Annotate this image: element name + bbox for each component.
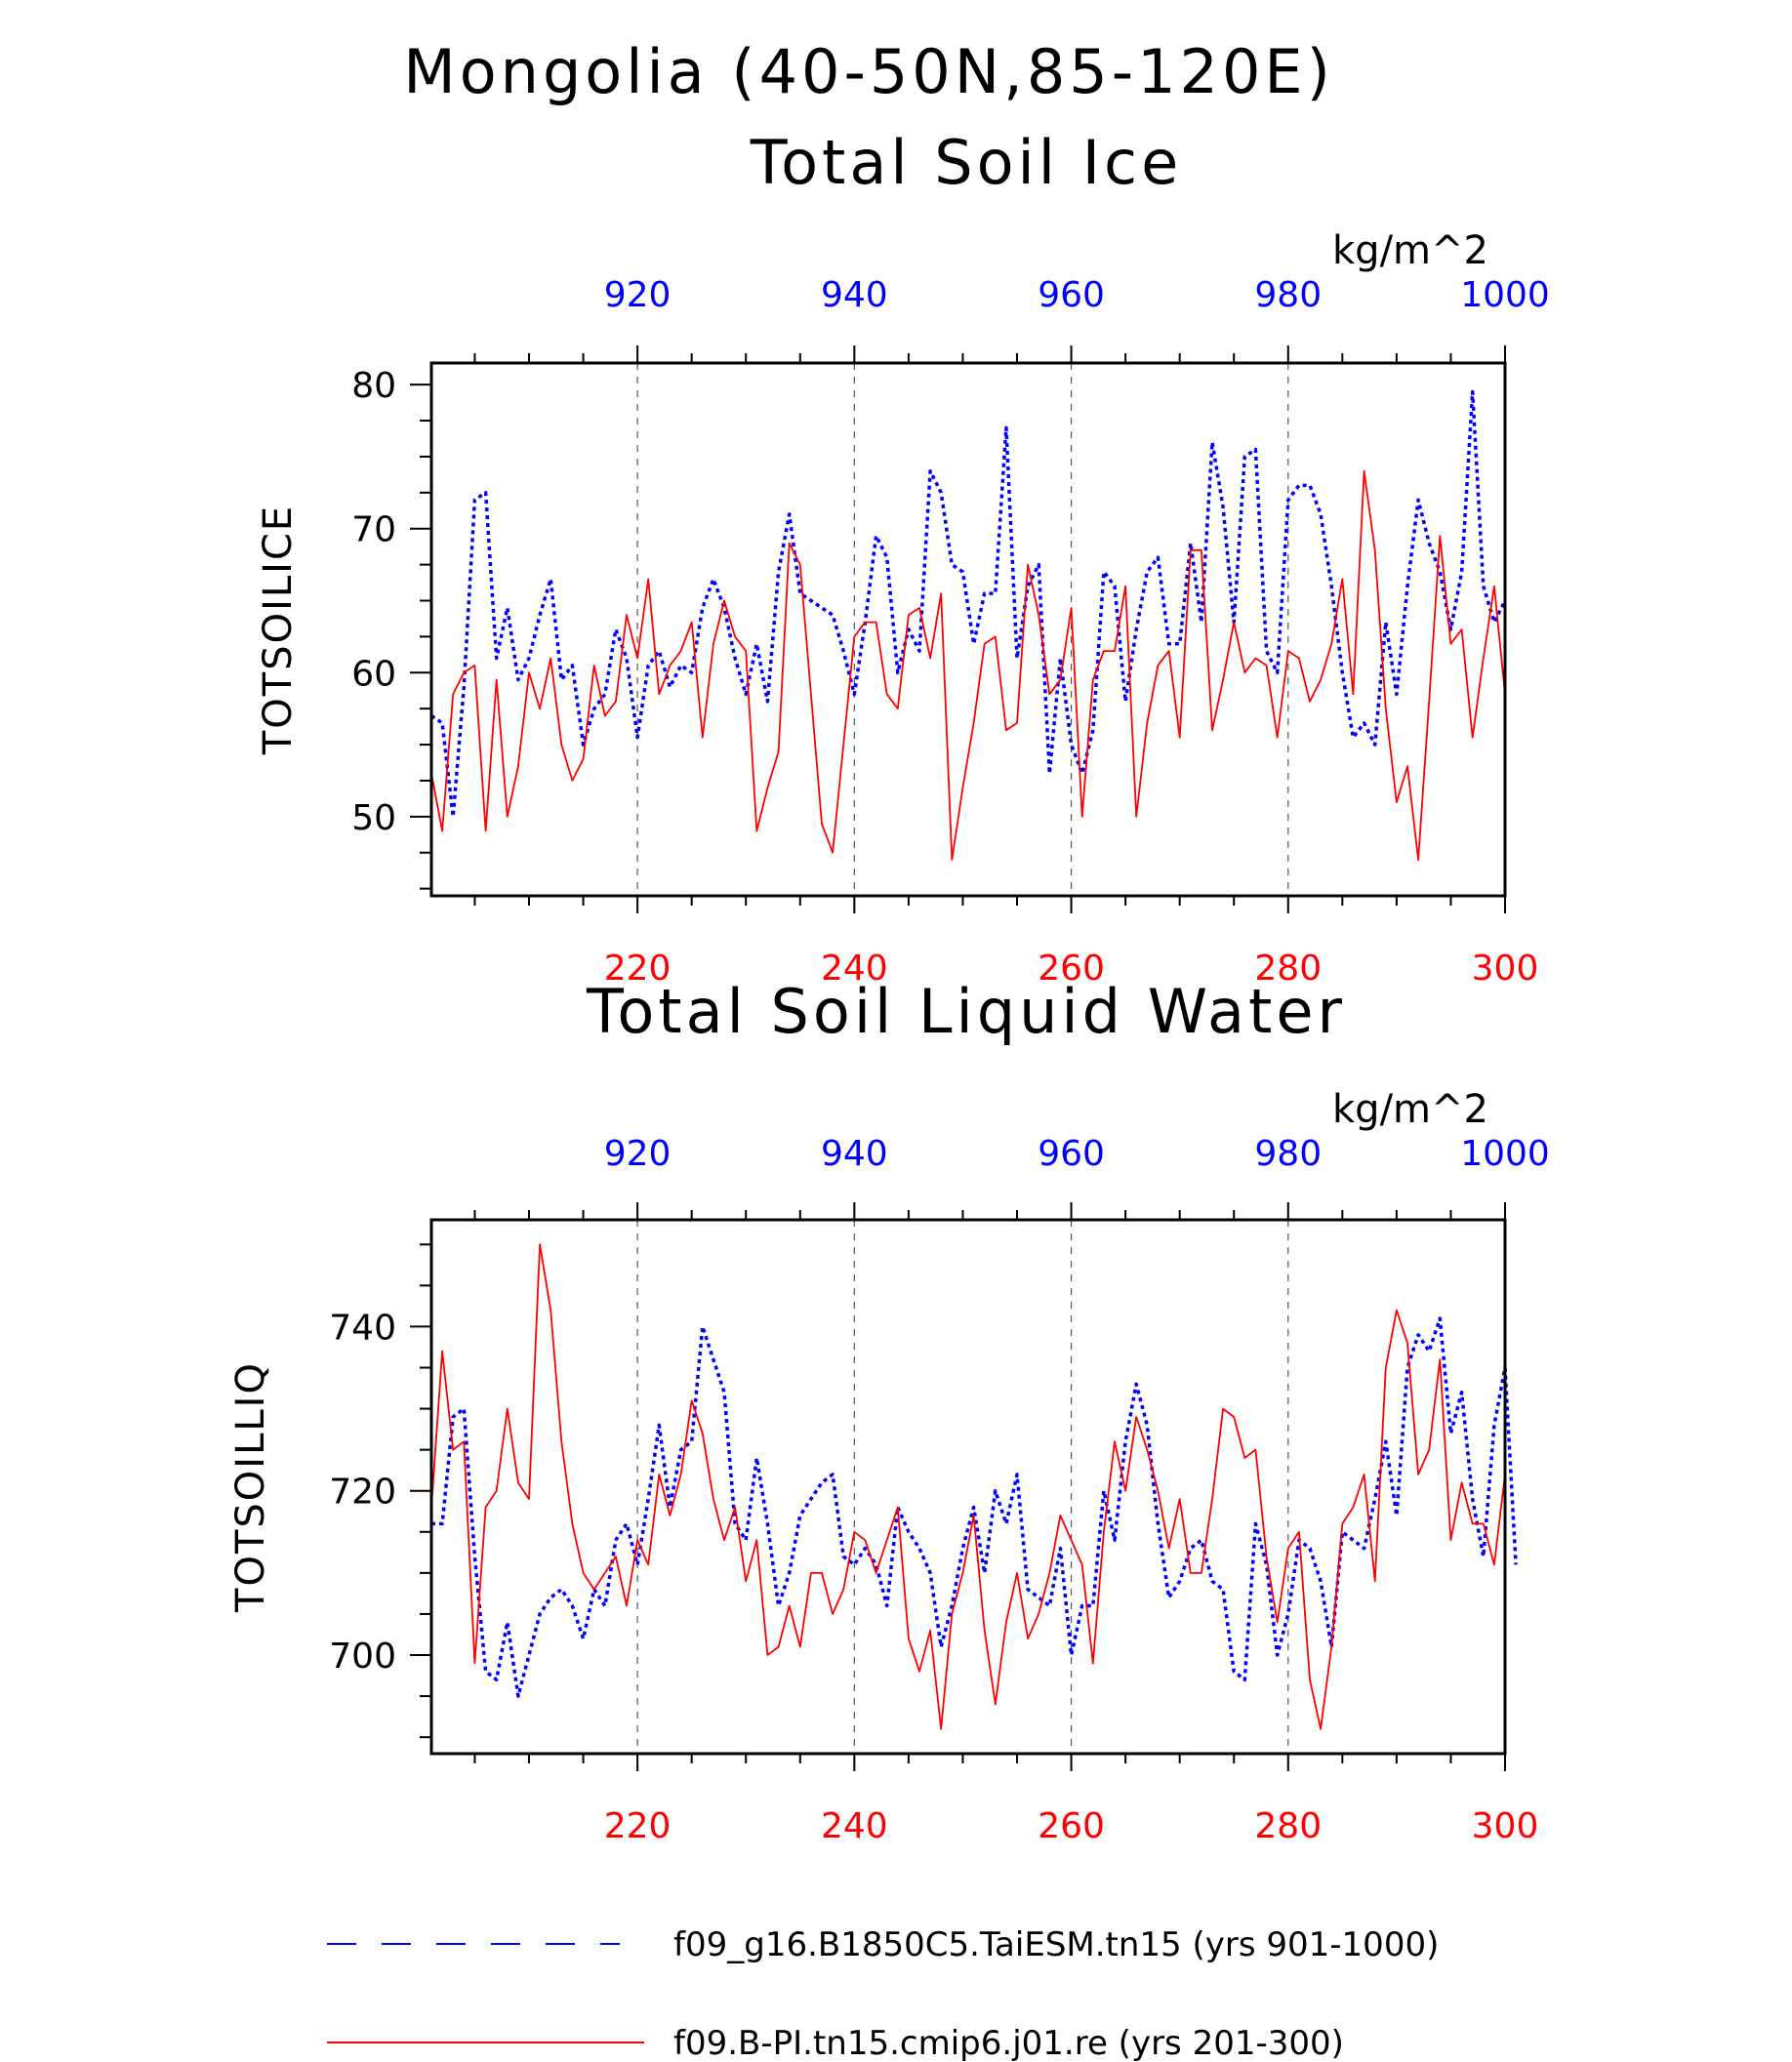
legend-label-red: f09.B-PI.tn15.cmip6.j01.re (yrs 201-300) [673, 2024, 1344, 2062]
x-tick-label-bottom: 280 [1254, 1806, 1322, 1846]
legend: f09_g16.B1850C5.TaiESM.tn15 (yrs 901-100… [327, 1925, 1439, 2062]
x-tick-label-top: 920 [604, 275, 672, 315]
x-tick-label-top: 1000 [1460, 275, 1550, 315]
x-tick-label-top: 1000 [1460, 1134, 1550, 1174]
y-tick-label: 50 [351, 798, 396, 838]
series-line-blue [430, 389, 1507, 819]
y-tick-label: 700 [329, 1637, 396, 1677]
x-tick-label-top: 980 [1254, 275, 1322, 315]
y-tick-label: 70 [351, 510, 396, 550]
x-tick-label-bottom: 220 [604, 1806, 672, 1846]
x-tick-label-bottom: 280 [1254, 949, 1322, 989]
x-tick-label-top: 920 [604, 1134, 672, 1174]
legend-label-blue: f09_g16.B1850C5.TaiESM.tn15 (yrs 901-100… [673, 1925, 1439, 1964]
plot-frame [429, 1218, 1507, 1756]
x-tick-label-top: 960 [1038, 1134, 1105, 1174]
panel-total-soil-ice: Total Soil Ice kg/m^2 TOTSOILICE 220 240 260 2… [256, 127, 1550, 989]
panel-total-soil-liquid-water: Total Soil Liquid Water kg/m^2 TOTSOILLIQ 2… [228, 976, 1550, 1846]
y-axis-label: TOTSOILLIQ [228, 1361, 273, 1613]
x-tick-label-bottom: 240 [821, 949, 888, 989]
units-label: kg/m^2 [1332, 228, 1488, 273]
plot-frame [429, 361, 1507, 898]
panel-title: Total Soil Liquid Water [586, 976, 1346, 1047]
y-tick-label: 720 [329, 1473, 396, 1513]
y-tick-label: 740 [329, 1308, 396, 1348]
x-tick-label-top: 940 [821, 1134, 888, 1174]
x-tick-label-bottom: 260 [1038, 949, 1105, 989]
x-tick-label-bottom: 220 [604, 949, 672, 989]
x-tick-label-bottom: 300 [1472, 1806, 1539, 1846]
x-tick-label-top: 960 [1038, 275, 1105, 315]
y-axis-label: TOTSOILICE [256, 505, 301, 755]
y-tick-label: 60 [351, 654, 396, 694]
panel-title: Total Soil Ice [750, 127, 1182, 198]
y-tick-label: 80 [351, 366, 396, 406]
units-label: kg/m^2 [1332, 1087, 1488, 1132]
series-line-red [430, 469, 1506, 861]
x-tick-label-top: 980 [1254, 1134, 1322, 1174]
x-tick-label-top: 940 [821, 275, 888, 315]
x-tick-label-bottom: 240 [821, 1806, 888, 1846]
x-tick-label-bottom: 260 [1038, 1806, 1105, 1846]
x-tick-label-bottom: 300 [1472, 949, 1539, 989]
figure-title: Mongolia (40-50N,85-120E) [403, 36, 1334, 107]
series-line-red [430, 1243, 1506, 1730]
